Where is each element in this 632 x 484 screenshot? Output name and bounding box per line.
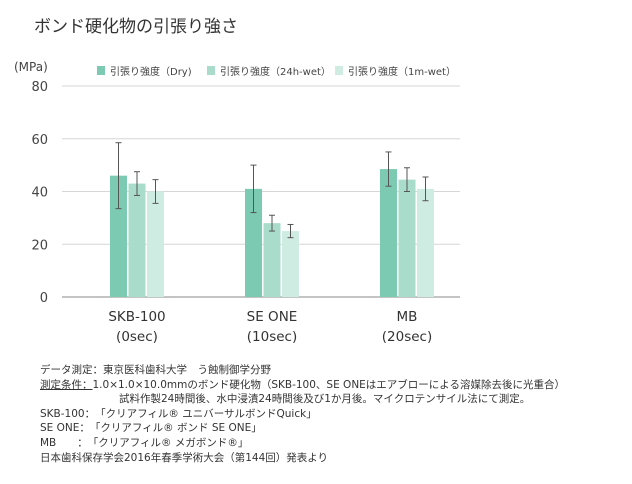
note-label: MB ：	[40, 436, 88, 449]
bar	[245, 188, 262, 297]
note-label: データ測定：	[40, 364, 103, 376]
plot-area: 0 20 40 60 80 SKB-100 (0sec) SE ONE (10sec) MB (20…	[31, 80, 460, 345]
bar-chart: (MPa) 0 20 40 60 80 SKB-100 (0sec) SE ONE (10sec…	[14, 60, 460, 345]
y-tick-label: 60	[31, 133, 48, 148]
note-text: 試料作製24時間後、水中浸漬24時間後及び1か月後。マイクロテンサイル法にて測定…	[119, 393, 531, 406]
legend-swatch-24h-wet	[207, 66, 215, 75]
bar	[128, 183, 146, 297]
legend-swatch-1m-wet	[335, 66, 343, 75]
note-line: 試料作製24時間後、水中浸漬24時間後及び1か月後。マイクロテンサイル法にて測定…	[40, 392, 625, 407]
bar	[380, 169, 397, 297]
notes: データ測定：東京医科歯科大学 う蝕制御学分野 測定条件：1.0×1.0×10.0m…	[40, 363, 625, 465]
y-tick-label: 20	[31, 238, 48, 253]
note-line: 日本歯科保存学会2016年春季学術大会（第144回）発表より	[40, 451, 625, 466]
note-line: SKB-100：「クリアフィル® ユニバーサルボンドQuick」	[40, 407, 625, 422]
y-tick-label: 0	[40, 291, 48, 306]
legend-item-dry: 引張り強度（Dry)	[97, 63, 192, 78]
note-text: 1.0×1.0×10.0mmのボンド硬化物（SKB-100、SE ONEはエアブ…	[92, 378, 566, 391]
x-tick-label: SE ONE	[247, 309, 298, 325]
note-text: 日本歯科保存学会2016年春季学術大会（第144回）発表より	[40, 451, 329, 464]
legend-item-1m-wet: 引張り強度（1m-wet）	[335, 63, 456, 78]
legend-swatch-dry	[97, 66, 105, 75]
note-label: SKB-100：	[40, 407, 96, 420]
x-tick-label: MB	[397, 309, 418, 325]
legend-label-dry: 引張り強度（Dry)	[110, 67, 192, 78]
legend-label-1m-wet: 引張り強度（1m-wet）	[348, 67, 456, 78]
bar	[398, 179, 416, 297]
legend-label-24h-wet: 引張り強度（24h-wet）	[220, 67, 331, 78]
chart-title: ボンド硬化物の引張り強さ	[34, 17, 238, 37]
bar	[417, 188, 434, 297]
bar	[282, 231, 299, 297]
note-text: 「クリアフィル® ユニバーサルボンドQuick」	[95, 407, 317, 420]
x-tick-sublabel: (10sec)	[247, 329, 297, 345]
note-line: データ測定：東京医科歯科大学 う蝕制御学分野	[40, 363, 625, 378]
note-line: MB ：「クリアフィル® メガボンド®」	[40, 436, 625, 451]
note-text: 「クリアフィル® メガボンド®」	[87, 436, 249, 449]
bar	[110, 175, 127, 297]
bar	[263, 223, 281, 297]
note-text: 東京医科歯科大学 う蝕制御学分野	[103, 364, 271, 376]
x-tick-sublabel: (20sec)	[382, 329, 432, 345]
x-tick-sublabel: (0sec)	[116, 329, 158, 345]
x-tick-label: SKB-100	[108, 309, 165, 325]
bar	[147, 191, 164, 297]
note-text: 「クリアフィル® ボンド SE ONE」	[89, 422, 262, 435]
y-axis-label: (MPa)	[14, 60, 48, 74]
y-tick-label: 40	[31, 186, 48, 201]
note-line: 測定条件：1.0×1.0×10.0mmのボンド硬化物（SKB-100、SE ON…	[40, 378, 625, 393]
legend-item-24h-wet: 引張り強度（24h-wet）	[207, 63, 331, 78]
note-label: 測定条件：	[40, 378, 93, 391]
note-line: SE ONE：「クリアフィル® ボンド SE ONE」	[40, 421, 625, 436]
y-tick-label: 80	[31, 80, 48, 95]
note-label: SE ONE：	[40, 422, 90, 435]
